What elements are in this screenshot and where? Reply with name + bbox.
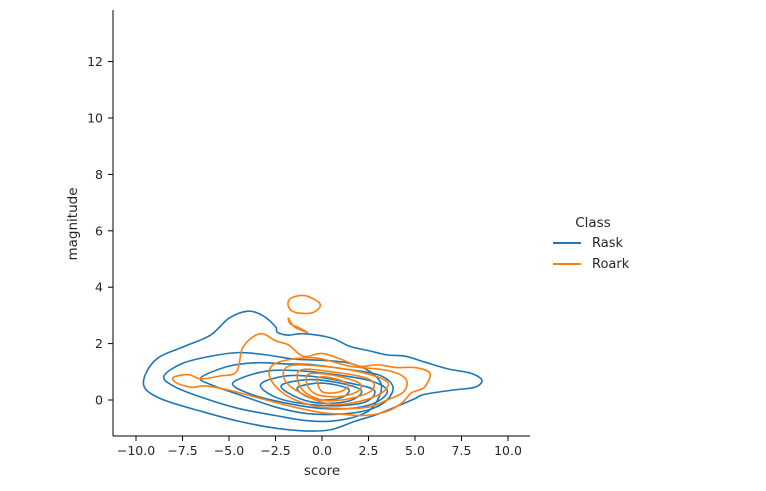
y-tick-label: 6 <box>95 223 103 238</box>
contour-rask-5 <box>280 378 363 405</box>
contour-rask-3 <box>231 369 389 410</box>
contour-layer <box>142 294 483 432</box>
x-tick-label: 10.0 <box>494 443 522 458</box>
x-tick-label: −7.5 <box>167 443 197 458</box>
contour-rask-0 <box>142 310 483 432</box>
contour-rask-2 <box>199 361 394 416</box>
y-axis-label: magnitude <box>65 187 81 260</box>
x-tick-label: 2.5 <box>359 443 379 458</box>
x-axis-ticks: −10.0 −7.5 −5.0 −2.5 0.0 2.5 5.0 7.5 10.0 <box>117 436 522 458</box>
contour-rask-4 <box>259 374 376 407</box>
legend-label-rask: Rask <box>592 236 623 251</box>
contour-roark-2 <box>282 364 390 406</box>
contour-roark-6 <box>287 317 308 334</box>
x-tick-label: −5.0 <box>214 443 244 458</box>
y-tick-label: 8 <box>95 167 103 182</box>
x-tick-label: −2.5 <box>260 443 290 458</box>
y-axis-ticks: 0 2 4 6 8 10 12 <box>87 54 113 408</box>
x-tick-label: 7.5 <box>452 443 472 458</box>
contour-roark-4 <box>305 372 363 398</box>
legend: Class Rask Roark <box>553 215 630 272</box>
contour-roark-7 <box>287 294 322 315</box>
y-tick-label: 0 <box>95 393 103 408</box>
y-tick-label: 10 <box>87 111 103 126</box>
x-tick-label: −10.0 <box>117 443 155 458</box>
legend-label-roark: Roark <box>592 257 630 272</box>
contour-roark-5 <box>316 375 349 394</box>
x-tick-label: 5.0 <box>405 443 425 458</box>
y-tick-label: 4 <box>95 280 103 295</box>
contour-roark-0 <box>171 332 432 417</box>
legend-title: Class <box>575 215 611 231</box>
contour-roark-3 <box>296 368 376 402</box>
x-tick-label: 0.0 <box>312 443 332 458</box>
contour-roark-1 <box>268 356 408 410</box>
y-tick-label: 12 <box>87 54 103 69</box>
y-tick-label: 2 <box>95 336 103 351</box>
x-axis-label: score <box>304 463 340 479</box>
